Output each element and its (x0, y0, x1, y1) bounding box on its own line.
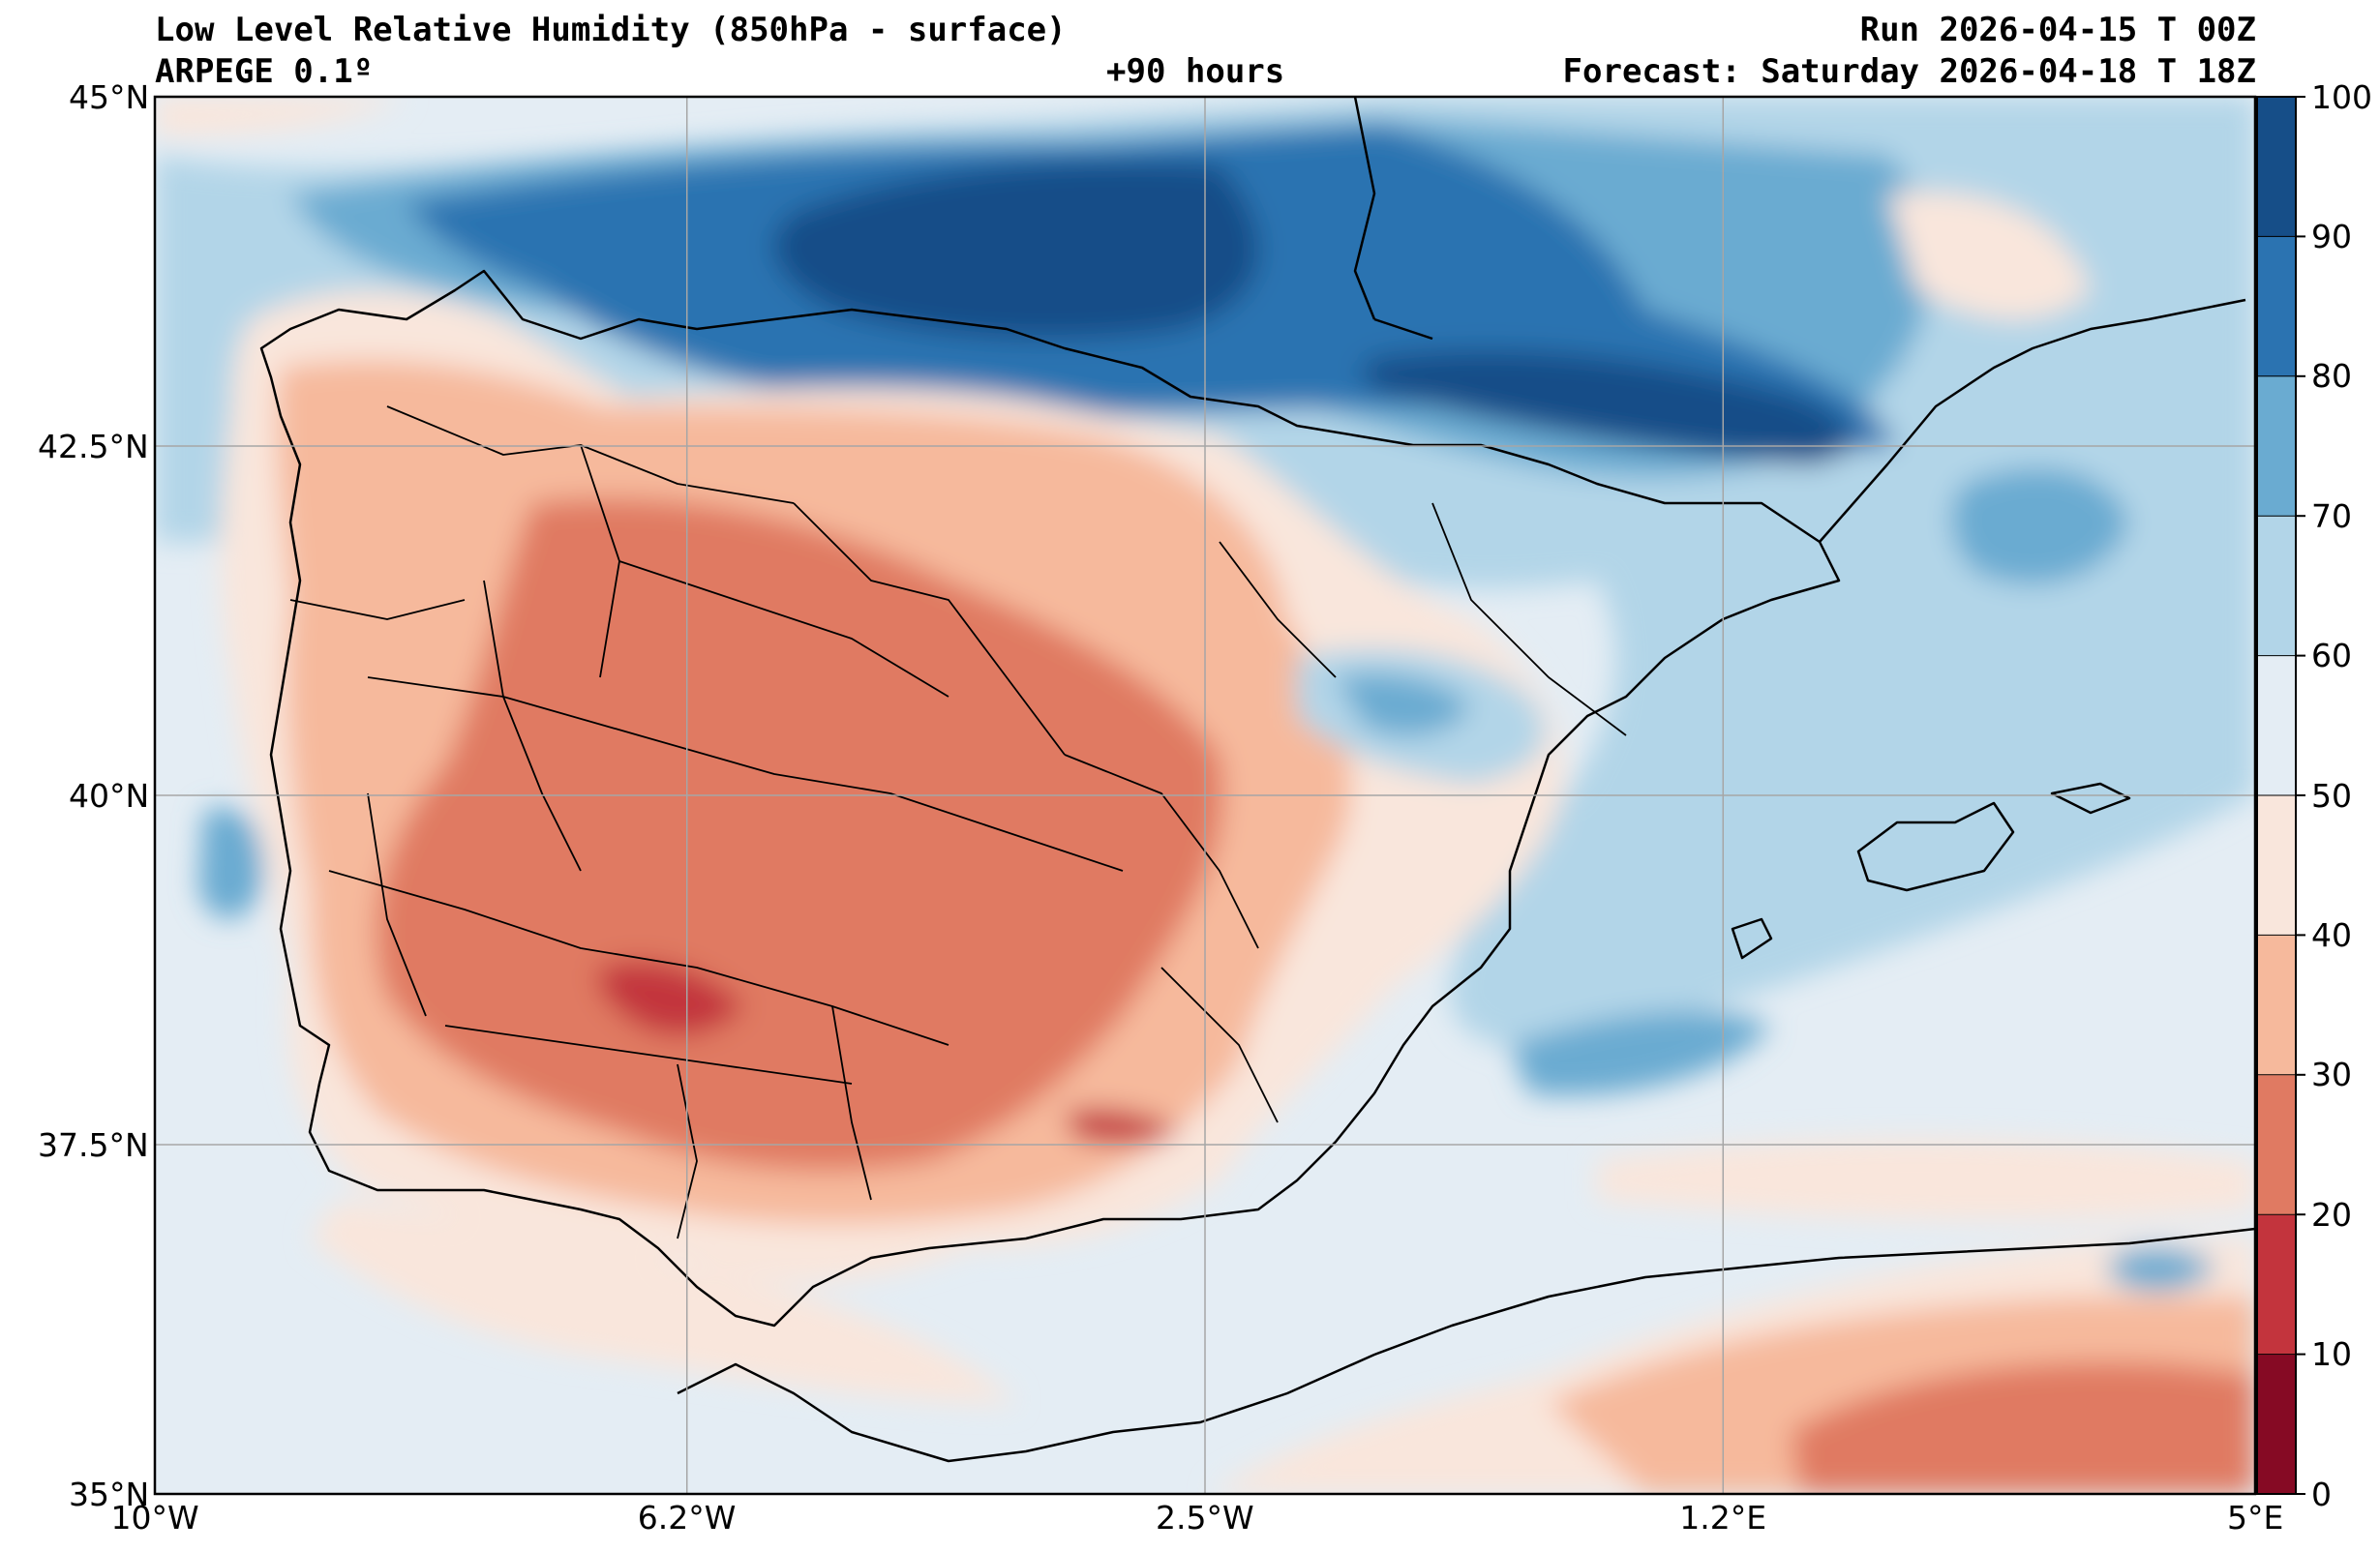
lat-tick-label: 42.5°N (38, 427, 149, 465)
colorbar-label: 90 (2311, 217, 2352, 255)
forecast-label: Forecast: Saturday 2026-04-18 T 18Z (1562, 52, 2256, 91)
lon-tick-label: 6.2°W (637, 1499, 737, 1537)
colorbar-swatch (2257, 516, 2296, 657)
menorca-coast (2050, 782, 2131, 815)
lon-tick-label: 10°W (110, 1499, 199, 1537)
colorbar-label: 60 (2311, 637, 2352, 675)
lat-tick-label: 40°N (69, 776, 150, 815)
humidity-region-70 (1336, 673, 1471, 736)
colorbar-label: 40 (2311, 915, 2352, 954)
colorbar-label: 70 (2311, 496, 2352, 535)
colorbar-label: 20 (2311, 1195, 2352, 1234)
humidity-region-10 (597, 961, 745, 1036)
colorbar-label: 10 (2311, 1335, 2352, 1374)
colorbar (2257, 96, 2305, 1495)
colorbar-swatch (2257, 935, 2296, 1076)
lat-tick-label: 37.5°N (38, 1125, 149, 1164)
lon-tick-label: 1.2°E (1679, 1499, 1767, 1537)
humidity-region-40 (1597, 1139, 2255, 1220)
colorbar-swatch (2257, 655, 2296, 796)
humidity-region-20 (1791, 1361, 2255, 1494)
humidity-region-40 (155, 97, 407, 135)
model-label: ARPEGE 0.1º (155, 52, 374, 91)
colorbar-label: 100 (2311, 77, 2372, 116)
colorbar-label: 0 (2311, 1475, 2332, 1513)
lat-tick-label: 45°N (69, 77, 150, 116)
humidity-region-70 (198, 807, 263, 919)
lon-tick-label: 2.5°W (1156, 1499, 1254, 1537)
humidity-field (155, 97, 2255, 1494)
ibiza-coast (1731, 917, 1773, 960)
run-label: Run 2026-04-15 T 00Z (1859, 11, 2256, 49)
coastlines (259, 97, 2255, 1463)
plot-frame (153, 95, 2257, 1496)
colorbar-label: 50 (2311, 776, 2352, 815)
mallorca-coast (1856, 801, 2015, 892)
humidity-region-40 (1887, 192, 2091, 319)
humidity-region-10 (1065, 1109, 1181, 1144)
colorbar-swatch (2257, 236, 2296, 377)
humidity-region-90 (773, 161, 1259, 340)
gulf-of-lion-coast (1819, 298, 2246, 543)
humidity-region-40 (310, 1200, 1016, 1403)
iberia-coastline (259, 269, 1841, 1328)
humidity-region-70 (1951, 467, 2129, 584)
north-africa-coast (677, 1227, 2255, 1463)
colorbar-swatch (2257, 375, 2296, 517)
humidity-region-20 (376, 497, 1223, 1171)
colorbar-swatch (2257, 1214, 2296, 1356)
internal-borders (289, 405, 1627, 1239)
colorbar-label: 30 (2311, 1056, 2352, 1094)
france-coastline (1353, 97, 1433, 341)
humidity-region-70 (2110, 1247, 2216, 1291)
colorbar-swatch (2257, 1074, 2296, 1215)
colorbar-swatch (2257, 795, 2296, 936)
humidity-region-70 (1510, 1011, 1771, 1095)
lat-tick-label: 35°N (69, 1475, 150, 1513)
gridlines (155, 97, 2255, 1494)
humidity-region-90 (1361, 350, 1853, 464)
colorbar-swatch (2257, 1354, 2296, 1495)
lead-time-label: +90 hours (1106, 52, 1285, 91)
colorbar-frame (2256, 96, 2297, 1495)
map-title: Low Level Relative Humidity (850hPa - su… (155, 11, 1067, 49)
colorbar-swatch (2257, 97, 2296, 237)
lon-tick-label: 5°E (2227, 1499, 2284, 1537)
colorbar-label: 80 (2311, 357, 2352, 396)
